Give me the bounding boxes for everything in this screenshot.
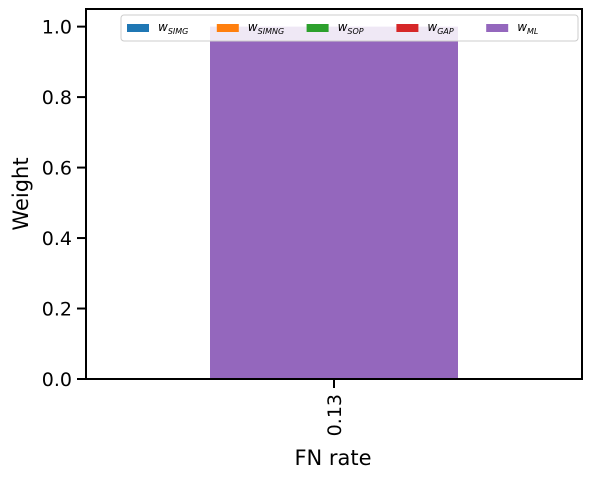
y-tick-label: 0.4 bbox=[42, 228, 72, 250]
y-tick-label: 1.0 bbox=[42, 17, 72, 39]
bar-ml-0 bbox=[210, 26, 458, 379]
legend-swatch bbox=[486, 24, 509, 32]
legend-swatch bbox=[216, 24, 239, 32]
y-tick-label: 0.6 bbox=[42, 158, 72, 180]
legend: wSIMG wSIMNG wSOP wGAP wML bbox=[120, 14, 579, 42]
x-axis-label: FN rate bbox=[294, 446, 371, 470]
legend-swatch bbox=[396, 24, 419, 32]
bars-layer bbox=[210, 26, 458, 379]
legend-box bbox=[120, 14, 579, 42]
x-axis: 0.13 bbox=[324, 379, 346, 436]
y-axis: 0.0 0.2 0.4 0.6 0.8 1.0 bbox=[42, 17, 86, 391]
legend-swatch bbox=[306, 24, 329, 32]
y-tick-label: 0.0 bbox=[42, 369, 72, 391]
y-tick-label: 0.2 bbox=[42, 299, 72, 321]
y-tick-label: 0.8 bbox=[42, 87, 72, 109]
legend-swatch bbox=[127, 24, 149, 32]
x-tick-label: 0.13 bbox=[324, 394, 346, 436]
y-axis-label: Weight bbox=[9, 157, 33, 230]
